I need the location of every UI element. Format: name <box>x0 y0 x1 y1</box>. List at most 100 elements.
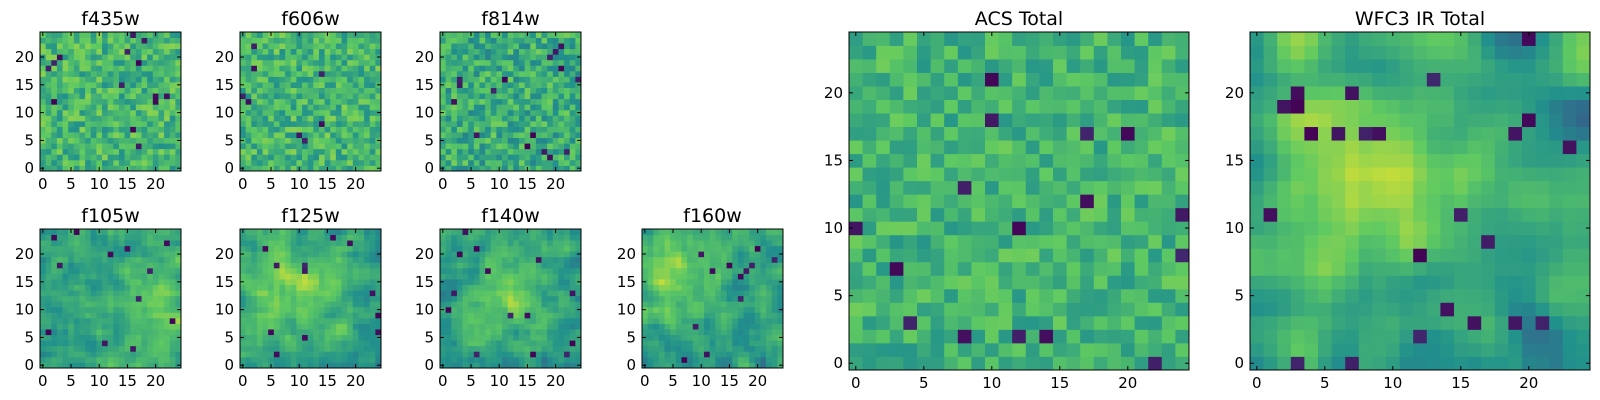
heatmap-cell <box>40 262 47 269</box>
heatmap-cell <box>564 356 571 363</box>
heatmap-cell <box>642 323 649 330</box>
heatmap-cell <box>462 165 469 172</box>
heatmap-cell <box>251 267 258 274</box>
heatmap-cell <box>285 143 292 150</box>
heatmap-cell <box>318 98 325 105</box>
heatmap-cell <box>347 317 354 324</box>
heatmap-cell <box>876 329 891 344</box>
heatmap-cell <box>485 104 492 111</box>
heatmap-cell <box>479 295 486 302</box>
heatmap-cell <box>524 240 531 247</box>
heatmap-cell <box>1134 342 1149 357</box>
heatmap-cell <box>313 43 320 50</box>
heatmap-cell <box>675 245 682 252</box>
heatmap-cell <box>513 279 520 285</box>
x-tick-label: 20 <box>346 175 365 193</box>
heatmap-cell <box>347 362 354 369</box>
heatmap-cell <box>375 132 382 139</box>
heatmap-cell <box>285 362 292 369</box>
heatmap-cell <box>341 340 348 347</box>
heatmap-cell <box>451 76 458 83</box>
heatmap-cell <box>273 229 280 235</box>
heatmap-cell <box>285 98 292 105</box>
heatmap-cell <box>358 229 365 235</box>
heatmap-cell <box>1161 194 1176 209</box>
heatmap-cell <box>302 362 309 369</box>
heatmap-cell <box>96 279 103 285</box>
heatmap-cell <box>285 32 292 38</box>
heatmap-cell <box>135 351 142 358</box>
heatmap-cell <box>158 93 165 100</box>
x-tick-label: 20 <box>748 372 767 390</box>
heatmap-cell <box>766 306 773 313</box>
heatmap-cell <box>743 229 750 235</box>
heatmap-cell <box>541 32 548 38</box>
heatmap-cell <box>358 65 365 72</box>
heatmap-cell <box>313 267 320 274</box>
heatmap-cell <box>715 273 722 280</box>
heatmap-cell <box>240 317 247 324</box>
heatmap-cell <box>313 137 320 144</box>
heatmap-cell <box>51 345 58 352</box>
heatmap-cell <box>73 48 80 55</box>
heatmap-cell <box>569 245 576 252</box>
heatmap-cell <box>541 48 548 55</box>
heatmap-cell <box>256 37 263 44</box>
heatmap-cell <box>68 109 75 116</box>
heatmap-cell <box>330 256 337 263</box>
heatmap-cell <box>335 262 342 269</box>
heatmap-cell <box>490 317 497 324</box>
heatmap-cell <box>647 273 654 280</box>
heatmap-cell <box>118 273 125 280</box>
heatmap-cell <box>107 290 114 297</box>
heatmap-cell <box>653 306 660 313</box>
heatmap-cell <box>490 143 497 150</box>
heatmap-cell <box>124 148 131 155</box>
heatmap-cell <box>564 273 571 280</box>
heatmap-cell <box>451 148 458 155</box>
heatmap-cell <box>687 273 694 280</box>
heatmap-cell <box>535 323 542 330</box>
heatmap-cell <box>256 312 263 319</box>
heatmap-cell <box>152 104 159 111</box>
heatmap-cell <box>479 98 486 105</box>
heatmap-cell <box>485 120 492 127</box>
heatmap-cell <box>90 115 97 122</box>
heatmap-cell <box>507 137 514 144</box>
heatmap-cell <box>440 351 447 358</box>
heatmap-cell <box>726 267 733 274</box>
heatmap-cell <box>456 362 463 369</box>
heatmap-cell <box>358 323 365 330</box>
heatmap-cell <box>158 290 165 297</box>
heatmap-cell <box>456 284 463 291</box>
heatmap-cell <box>347 273 354 280</box>
heatmap-cell <box>358 329 365 336</box>
heatmap-cell <box>485 132 492 139</box>
heatmap-cell <box>313 229 320 235</box>
heatmap-cell <box>569 104 576 111</box>
heatmap-cell <box>849 248 863 263</box>
heatmap-cell <box>113 143 120 150</box>
heatmap-cell <box>330 356 337 363</box>
heatmap-cell <box>51 273 58 280</box>
heatmap-cell <box>107 256 114 263</box>
heatmap-cell <box>930 180 945 195</box>
heatmap-cell <box>90 262 97 269</box>
heatmap-cell <box>490 98 497 105</box>
heatmap-cell <box>113 54 120 61</box>
heatmap-cell <box>1012 234 1027 249</box>
heatmap-cell <box>698 345 705 352</box>
heatmap-cell <box>552 87 559 94</box>
heatmap-cell <box>502 159 509 166</box>
heatmap-cell <box>1053 329 1067 344</box>
heatmap-cell <box>130 312 137 319</box>
heatmap-cell <box>451 262 458 269</box>
heatmap-cell <box>518 126 525 133</box>
heatmap-cell <box>113 334 120 341</box>
heatmap-cell <box>575 159 582 166</box>
heatmap-cell <box>307 98 314 105</box>
heatmap-cell <box>518 234 525 241</box>
heatmap-cell <box>251 245 258 252</box>
heatmap-cell <box>262 273 269 280</box>
